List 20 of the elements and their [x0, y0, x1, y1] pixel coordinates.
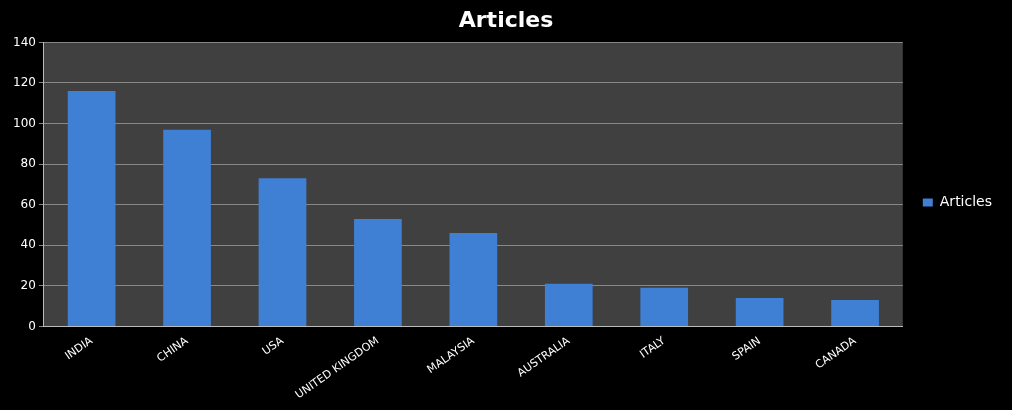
bar [544, 283, 593, 326]
y-tick-label: 100 [13, 115, 36, 130]
bar [640, 287, 689, 326]
bar [163, 129, 211, 326]
y-tick-label: 120 [13, 75, 36, 90]
bar [449, 233, 498, 326]
y-tick-label: 0 [28, 318, 36, 333]
bar [735, 298, 784, 326]
bar [258, 178, 307, 326]
y-tick-label: 140 [13, 34, 36, 49]
bar [831, 300, 879, 326]
legend-label: Articles [939, 193, 993, 210]
y-tick-label: 40 [20, 237, 36, 252]
bar [354, 218, 402, 326]
x-tick-label: USA [259, 333, 287, 358]
y-tick-label: 80 [20, 156, 36, 171]
y-tick-label: 20 [20, 277, 36, 292]
y-tick-label: 60 [20, 196, 36, 211]
bar [67, 91, 116, 326]
chart-title: Articles [458, 6, 554, 32]
